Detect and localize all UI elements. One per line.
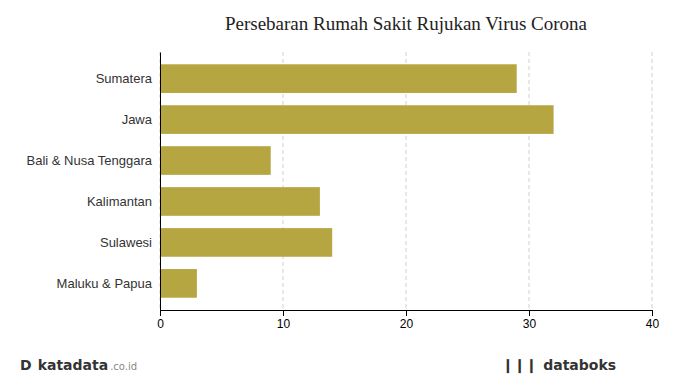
title: Persebaran Rumah Sakit Rujukan Virus Cor… — [225, 13, 588, 34]
annotations: Dkatadata.co.id ❙❙❙ databoks — [20, 357, 616, 374]
x-tick-label: 40 — [646, 317, 660, 331]
x-tick: 10 — [277, 310, 291, 331]
x-tick-mark — [283, 310, 284, 316]
plot: 0 10 20 30 40 Sumatera Jawa Bali & Nusa Tenggar… — [26, 52, 659, 331]
y-tick: Sulawesi — [100, 235, 160, 250]
x-tick-mark — [406, 310, 407, 316]
y-tick: Jawa — [122, 112, 160, 127]
bars — [160, 64, 554, 297]
y-tick: Maluku & Papua — [57, 276, 160, 291]
x-axis-line — [161, 311, 653, 317]
y-axis: Sumatera Jawa Bali & Nusa Tenggara Kalimant… — [26, 53, 160, 311]
x-tick-label: 0 — [157, 317, 164, 331]
bar — [160, 64, 517, 93]
annotation: ❙❙❙ — [502, 357, 537, 374]
bar — [160, 146, 271, 175]
y-tick: Bali & Nusa Tenggara — [26, 153, 160, 168]
x-tick: 20 — [400, 310, 414, 331]
annotation: D — [20, 357, 32, 373]
y-tick-label: Sulawesi — [100, 235, 152, 250]
grid — [160, 52, 652, 310]
x-tick-label: 10 — [277, 317, 291, 331]
y-tick-label: Maluku & Papua — [57, 276, 153, 291]
y-tick: Kalimantan — [87, 194, 160, 209]
y-tick-label: Sumatera — [96, 71, 153, 86]
bar — [160, 269, 197, 298]
x-tick-label: 30 — [523, 317, 537, 331]
grid-line — [529, 52, 530, 310]
y-tick-label: Jawa — [122, 112, 153, 127]
annotation: databoks — [543, 357, 616, 373]
annotation: katadata — [38, 357, 109, 373]
chart: Persebaran Rumah Sakit Rujukan Virus Cor… — [0, 0, 682, 382]
y-axis-line — [160, 53, 161, 311]
grid-line — [160, 52, 161, 310]
x-tick: 30 — [523, 310, 537, 331]
x-tick: 40 — [646, 310, 660, 331]
grid-line — [652, 52, 653, 310]
y-tick-label: Kalimantan — [87, 194, 152, 209]
x-tick-mark — [652, 310, 653, 316]
bar — [160, 187, 320, 216]
x-axis: 0 10 20 30 40 — [157, 310, 659, 331]
y-tick: Sumatera — [96, 71, 160, 86]
x-tick-label: 20 — [400, 317, 414, 331]
x-tick-mark — [529, 310, 530, 316]
bar — [160, 228, 332, 257]
y-tick-label: Bali & Nusa Tenggara — [26, 153, 152, 168]
bar — [160, 105, 554, 134]
annotation: .co.id — [110, 361, 137, 372]
x-tick: 0 — [157, 310, 164, 331]
x-tick-mark — [160, 310, 161, 316]
